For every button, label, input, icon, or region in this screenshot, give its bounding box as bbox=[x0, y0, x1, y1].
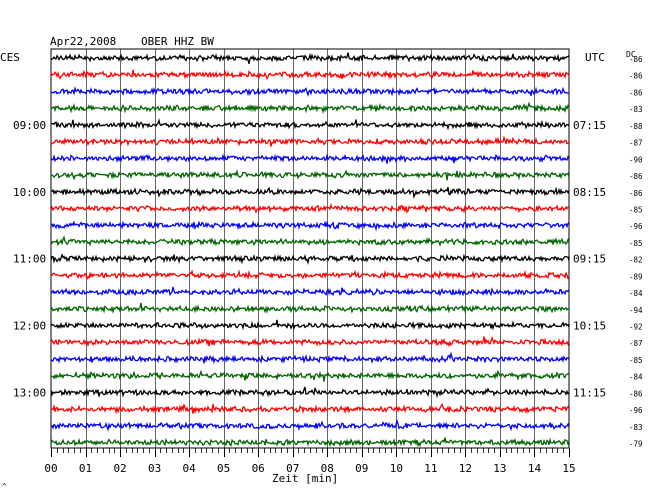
x-tick-label: 01 bbox=[79, 462, 92, 475]
dc-offset-label: -86 bbox=[629, 189, 643, 198]
left-time-label: 13:00 bbox=[13, 386, 46, 399]
right-timezone-label: UTC bbox=[585, 51, 605, 64]
right-time-labels: 07:15 08:15 09:15 10:15 11:15 bbox=[573, 119, 606, 400]
dc-offset-label: -92 bbox=[629, 323, 643, 332]
dc-offset-label: -87 bbox=[629, 339, 643, 348]
dc-offset-label: -86 bbox=[629, 72, 643, 81]
trace-6 bbox=[50, 135, 570, 147]
left-time-label: 09:00 bbox=[13, 119, 46, 132]
plot-date: Apr22,2008 bbox=[50, 35, 116, 48]
right-time-label: 08:15 bbox=[573, 186, 606, 199]
trace-11 bbox=[50, 220, 570, 232]
trace-3 bbox=[50, 85, 570, 97]
x-tick-label: 14 bbox=[528, 462, 542, 475]
dc-offset-label: -86 bbox=[629, 389, 643, 398]
x-tick-label: 02 bbox=[113, 462, 126, 475]
dc-offset-label: -86 bbox=[629, 172, 643, 181]
trace-12 bbox=[50, 235, 570, 248]
dc-offset-label: -87 bbox=[629, 139, 643, 148]
x-axis-label: Zeit [min] bbox=[272, 472, 338, 485]
dc-label: DC bbox=[626, 50, 636, 59]
plot-frame bbox=[50, 48, 570, 449]
x-tick-label: 12 bbox=[459, 462, 472, 475]
x-axis: 00 01 02 03 04 05 06 07 08 09 10 11 12 13 14 15 bbox=[44, 448, 576, 475]
dc-offset-label: -88 bbox=[629, 122, 643, 131]
dc-offset-label: -85 bbox=[629, 239, 643, 248]
dc-offset-label: -96 bbox=[629, 222, 643, 231]
dc-offset-label: -79 bbox=[629, 440, 643, 449]
dc-offset-label: -85 bbox=[629, 205, 643, 214]
trace-24 bbox=[50, 437, 570, 448]
trace-17 bbox=[50, 319, 570, 331]
trace-13 bbox=[50, 252, 570, 265]
x-tick-label: 10 bbox=[390, 462, 403, 475]
right-time-label: 10:15 bbox=[573, 320, 606, 333]
dc-offset-label: -94 bbox=[629, 306, 643, 315]
trace-group bbox=[50, 52, 570, 448]
trace-2 bbox=[50, 69, 570, 81]
x-tick-label: 03 bbox=[148, 462, 161, 475]
x-tick-label: 13 bbox=[493, 462, 506, 475]
x-tick-label: 04 bbox=[183, 462, 197, 475]
x-tick-label: 15 bbox=[562, 462, 575, 475]
left-time-label: 10:00 bbox=[13, 186, 46, 199]
plot-grid bbox=[50, 48, 570, 449]
dc-offset-label: -82 bbox=[629, 256, 643, 265]
plot-station: OBER HHZ BW bbox=[141, 35, 214, 48]
x-tick-label: 07 bbox=[286, 462, 299, 475]
trace-9 bbox=[50, 186, 570, 199]
trace-4 bbox=[50, 101, 570, 115]
dc-offset-labels: -86 -86 -86 -83 -88 -87 -90 -86 -86 -85 -96 -85 -82 -… bbox=[629, 55, 643, 449]
left-timezone-label: CES bbox=[0, 51, 20, 64]
dc-offset-label: -89 bbox=[629, 272, 643, 281]
x-tick-label: 00 bbox=[44, 462, 57, 475]
x-tick-label: 06 bbox=[252, 462, 265, 475]
dc-offset-label: -85 bbox=[629, 356, 643, 365]
dc-offset-label: -84 bbox=[629, 373, 643, 382]
dc-offset-label: -84 bbox=[629, 289, 643, 298]
trace-7 bbox=[50, 153, 570, 164]
trace-23 bbox=[50, 418, 570, 432]
right-time-label: 07:15 bbox=[573, 119, 606, 132]
trace-8 bbox=[50, 168, 570, 181]
trace-22 bbox=[50, 402, 570, 415]
left-time-label: 11:00 bbox=[13, 253, 46, 266]
footer-mark: ^ bbox=[2, 482, 7, 491]
dc-offset-label: -96 bbox=[629, 406, 643, 415]
trace-1 bbox=[50, 52, 570, 64]
trace-5 bbox=[50, 117, 570, 131]
trace-19 bbox=[50, 351, 570, 365]
trace-15 bbox=[50, 286, 570, 297]
dc-offset-label: -86 bbox=[629, 55, 643, 64]
left-time-label: 12:00 bbox=[13, 320, 46, 333]
dc-offset-label: -90 bbox=[629, 155, 643, 164]
trace-14 bbox=[50, 269, 570, 281]
trace-18 bbox=[50, 336, 570, 348]
x-tick-label: 09 bbox=[355, 462, 368, 475]
dc-offset-label: -83 bbox=[629, 105, 643, 114]
dc-offset-label: -83 bbox=[629, 423, 643, 432]
trace-10 bbox=[50, 202, 570, 214]
left-time-labels: 09:00 10:00 11:00 12:00 13:00 bbox=[13, 119, 46, 400]
trace-20 bbox=[50, 369, 570, 382]
x-tick-label: 11 bbox=[424, 462, 437, 475]
right-time-label: 11:15 bbox=[573, 386, 606, 399]
right-time-label: 09:15 bbox=[573, 253, 606, 266]
x-tick-label: 05 bbox=[217, 462, 230, 475]
trace-21 bbox=[50, 386, 570, 399]
dc-offset-label: -86 bbox=[629, 88, 643, 97]
x-tick-label: 08 bbox=[321, 462, 334, 475]
trace-16 bbox=[50, 302, 570, 314]
